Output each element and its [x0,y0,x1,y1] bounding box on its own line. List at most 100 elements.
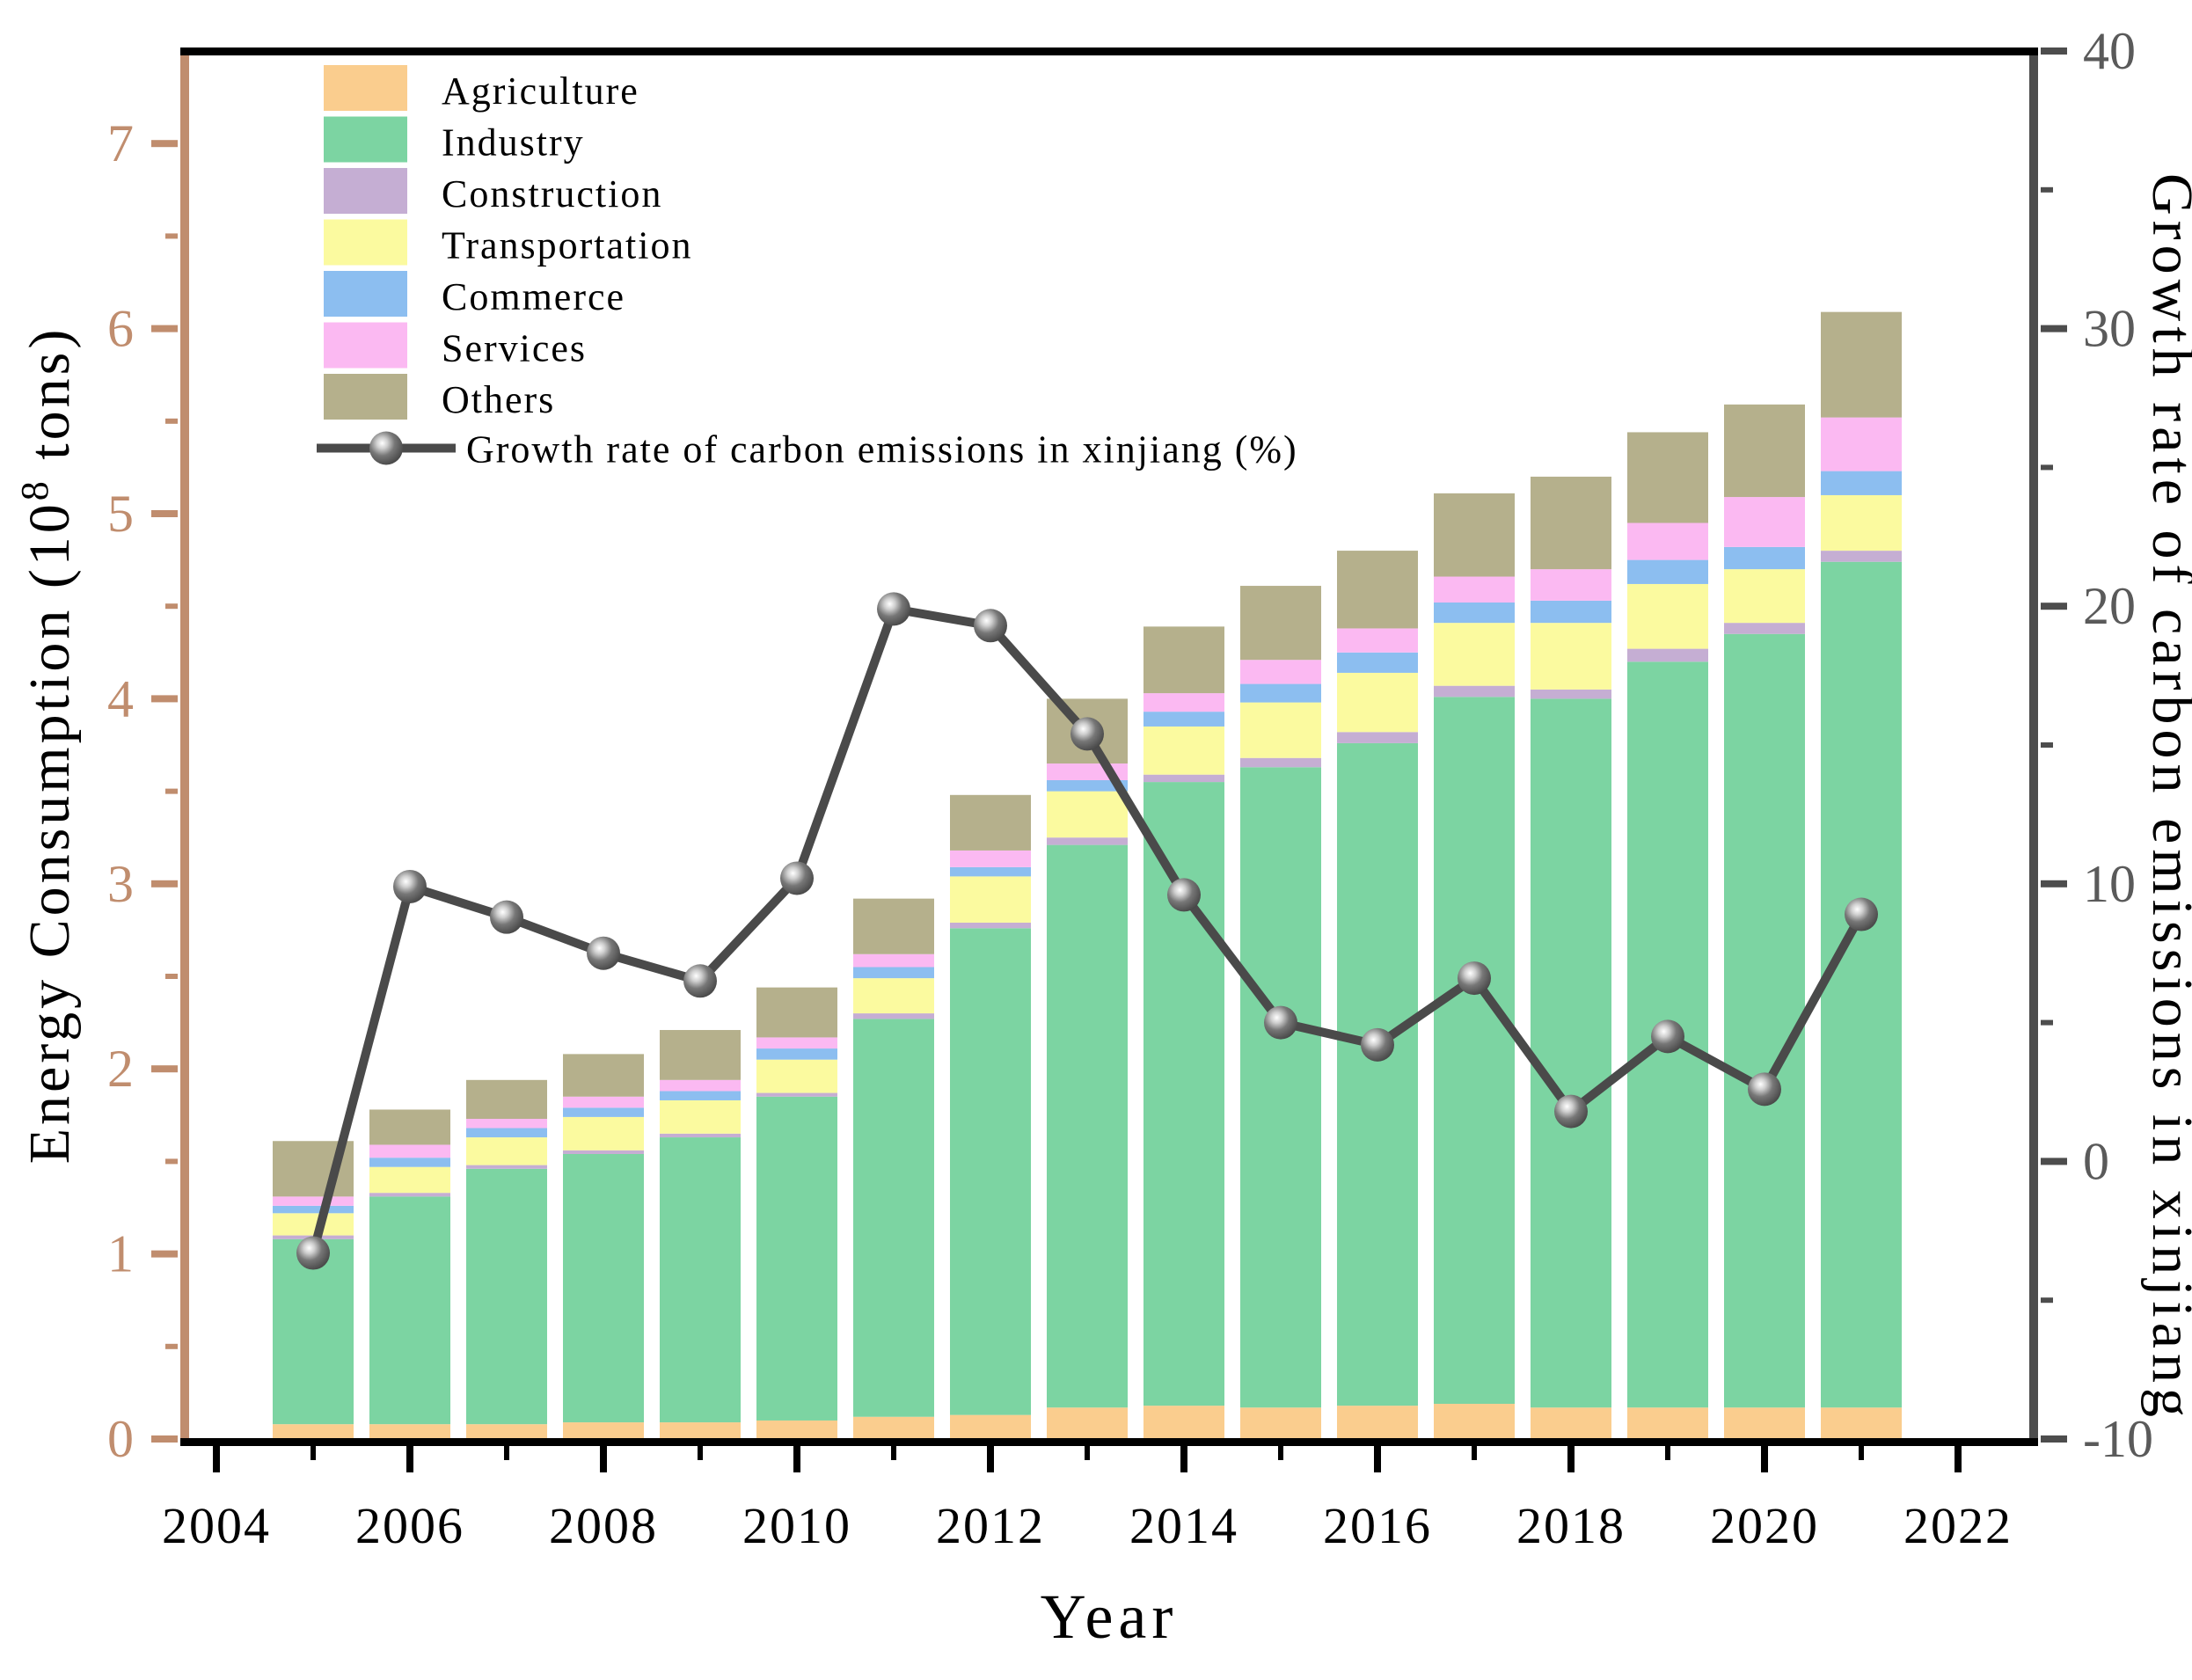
bar-segment-industry-2013 [1047,844,1128,1408]
bar-segment-commerce-2005 [273,1205,354,1214]
x-tick-label-2018: 2018 [1516,1497,1626,1554]
bar-segment-agriculture-2005 [273,1424,354,1439]
left-spine [180,47,189,1446]
x-minor-tick-2019 [1665,1446,1670,1460]
growth-marker-2016 [1361,1027,1394,1062]
bar-segment-others-2018 [1531,476,1611,570]
right-tick-label-30: 30 [2083,300,2136,358]
bar-segment-transportation-2010 [756,1059,837,1093]
right-minor-tick--5 [2041,1297,2053,1304]
bar-segment-agriculture-2016 [1337,1406,1418,1439]
bar-segment-transportation-2015 [1240,702,1321,758]
left-minor-tick-5.5 [165,418,178,424]
bar-segment-agriculture-2013 [1047,1407,1128,1439]
bar-segment-commerce-2021 [1821,471,1902,495]
bar-segment-commerce-2015 [1240,683,1321,703]
bar-segment-agriculture-2012 [950,1414,1031,1439]
bar-segment-construction-2010 [756,1092,837,1097]
left-tick-label-5: 5 [107,485,134,543]
bar-segment-services-2016 [1337,628,1418,653]
growth-marker-2015 [1264,1005,1297,1040]
legend-swatch-construction [324,168,407,214]
growth-marker-2018 [1554,1094,1588,1129]
bar-segment-agriculture-2021 [1821,1407,1902,1439]
x-major-tick-2008 [600,1446,607,1472]
bar-2014 [1143,626,1224,1439]
bar-segment-agriculture-2018 [1531,1407,1611,1439]
left-major-tick-7 [151,140,178,148]
bar-segment-services-2008 [563,1096,644,1108]
bar-segment-industry-2007 [466,1168,547,1425]
right-tick-label-40: 40 [2083,22,2136,80]
x-tick-label-2008: 2008 [549,1497,658,1554]
left-tick-label-2: 2 [107,1040,134,1098]
legend: Agriculture Industry Construction Transport… [317,65,1297,471]
bar-segment-others-2012 [950,794,1031,851]
bar-segment-transportation-2021 [1821,494,1902,551]
growth-rate-markers [296,592,1878,1270]
bar-segment-transportation-2018 [1531,623,1611,690]
bar-segment-agriculture-2019 [1627,1407,1708,1439]
bar-segment-services-2009 [660,1079,741,1092]
bar-2011 [853,898,934,1439]
bar-segment-others-2020 [1724,404,1805,498]
left-axis-ticks: 0 1 2 3 4 5 6 7 [107,114,178,1468]
bar-segment-commerce-2020 [1724,546,1805,570]
x-tick-label-2014: 2014 [1129,1497,1238,1554]
bar-segment-agriculture-2007 [466,1424,547,1439]
bar-segment-transportation-2006 [369,1166,450,1194]
bar-segment-services-2007 [466,1119,547,1129]
bar-segment-commerce-2010 [756,1048,837,1060]
right-minor-tick-5 [2041,1019,2053,1026]
bar-segment-industry-2020 [1724,633,1805,1408]
bar-segment-others-2011 [853,898,934,954]
legend-swatch-transportation [324,219,407,266]
right-major-tick-20 [2041,603,2067,610]
x-major-tick-2022 [1955,1446,1962,1472]
x-minor-tick-2011 [891,1446,896,1460]
bar-segment-agriculture-2017 [1434,1404,1515,1439]
bar-2010 [756,987,837,1439]
bar-segment-transportation-2009 [660,1099,741,1134]
bar-segment-industry-2006 [369,1196,450,1425]
bar-segment-industry-2010 [756,1096,837,1421]
growth-marker-2020 [1748,1072,1781,1107]
left-major-tick-5 [151,510,178,517]
bar-segment-commerce-2008 [563,1107,644,1117]
bar-segment-others-2010 [756,987,837,1038]
bar-segment-transportation-2008 [563,1116,644,1150]
left-minor-tick-1.5 [165,1158,178,1165]
legend-swatch-commerce [324,271,407,317]
x-major-tick-2004 [213,1446,220,1472]
top-spine [180,47,2038,55]
bar-segment-construction-2011 [853,1013,934,1019]
bar-segment-transportation-2005 [273,1213,354,1236]
bar-2013 [1047,698,1128,1439]
right-tick-label-20: 20 [2083,577,2136,635]
bar-2005 [273,1141,354,1439]
bar-segment-commerce-2018 [1531,600,1611,624]
bar-segment-commerce-2014 [1143,712,1224,727]
right-major-tick-10 [2041,880,2067,887]
right-minor-tick-35 [2041,186,2053,193]
bar-segment-transportation-2016 [1337,672,1418,733]
legend-label-transportation: Transportation [442,224,693,267]
bar-segment-agriculture-2008 [563,1422,644,1439]
x-tick-label-2012: 2012 [936,1497,1045,1554]
growth-marker-2010 [780,861,814,895]
bottom-spine [180,1438,2038,1446]
bar-segment-others-2019 [1627,432,1708,523]
bar-segment-transportation-2012 [950,876,1031,923]
bar-segment-services-2015 [1240,660,1321,684]
bar-segment-agriculture-2020 [1724,1407,1805,1439]
bar-segment-commerce-2017 [1434,602,1515,624]
bar-segment-others-2016 [1337,551,1418,629]
growth-marker-2011 [877,592,910,626]
bar-2009 [660,1030,741,1439]
bar-segment-construction-2015 [1240,757,1321,768]
bar-segment-construction-2012 [950,922,1031,929]
legend-swatch-others [324,374,407,420]
bar-segment-others-2014 [1143,626,1224,694]
bar-segment-others-2009 [660,1030,741,1080]
